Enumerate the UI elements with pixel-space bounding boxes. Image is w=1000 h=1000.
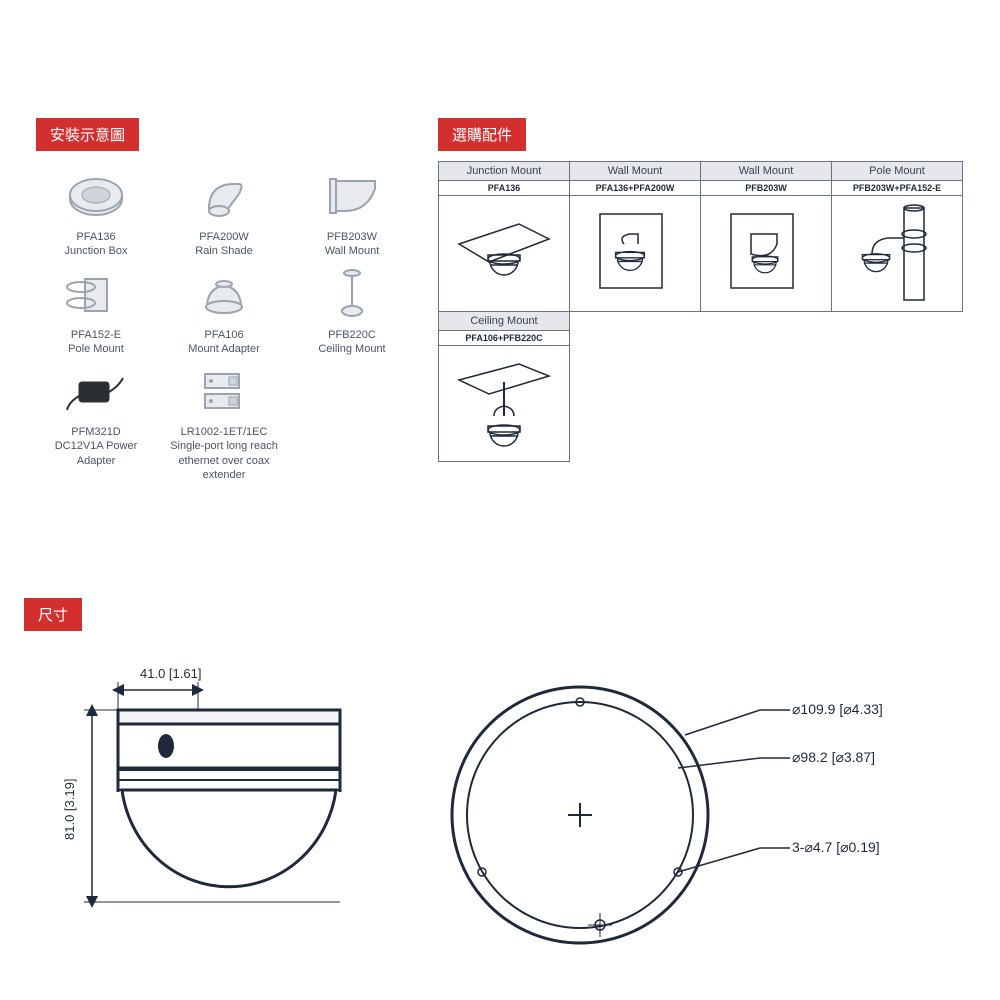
m-ceiling-icon [439,346,569,461]
mount-sub: PFA136+PFA200W [570,181,700,196]
accessories-header: 安裝示意圖 [36,118,139,151]
mount-sub: PFB203W+PFA152-E [832,181,962,196]
accessory-model: PFB203W [292,230,412,244]
m-wall1-icon [570,196,700,311]
accessory-desc: Mount Adapter [164,342,284,356]
accessory-model: PFB220C [292,328,412,342]
m-wall2-icon [701,196,831,311]
mount-sub: PFA106+PFB220C [439,331,569,346]
dimensions-header-wrap: 尺寸 [24,598,82,631]
accessory-desc: Junction Box [36,244,156,258]
pole-mount-icon [61,267,131,322]
accessories-section: 安裝示意圖 PFA136 Junction Box PFA200W Rain S… [36,118,416,482]
mounts-header: 選購配件 [438,118,526,151]
accessory-item: PFA152-E Pole Mount [36,267,156,357]
accessory-model: PFA152-E [36,328,156,342]
accessory-desc: Single-port long reach ethernet over coa… [164,439,284,482]
accessory-desc: Rain Shade [164,244,284,258]
rain-shade-icon [189,169,259,224]
accessory-item: PFB203W Wall Mount [292,169,412,259]
dim-height-label: 81.0 [3.19] [62,779,77,840]
ceiling-mount-icon [317,267,387,322]
dim-width-label: 41.0 [1.61] [140,666,201,681]
mount-adapter-icon [189,267,259,322]
mount-title: Pole Mount [832,162,962,181]
mounts-section: 選購配件 Junction Mount PFA136 Wall Mount PF… [438,118,978,462]
mount-cell: Junction Mount PFA136 [438,161,570,312]
accessory-item: PFA106 Mount Adapter [164,267,284,357]
dimensions-header: 尺寸 [24,598,82,631]
accessory-item: LR1002-1ET/1EC Single-port long reach et… [164,364,284,482]
accessory-desc: Pole Mount [36,342,156,356]
accessory-desc: Ceiling Mount [292,342,412,356]
extender-icon [189,364,259,419]
dimensions-area: 41.0 [1.61] 81.0 [3.19] [30,640,970,980]
mounts-row-1: Junction Mount PFA136 Wall Mount PFA136+… [438,161,978,312]
mounts-row-2: Ceiling Mount PFA106+PFB220C [438,311,978,462]
dim-holes-label: 3-⌀4.7 [⌀0.19] [792,839,880,855]
accessory-model: PFA106 [164,328,284,342]
mount-cell: Wall Mount PFB203W [700,161,832,312]
m-pole-icon [832,196,962,311]
wall-mount-icon [317,169,387,224]
accessory-model: PFA200W [164,230,284,244]
accessory-model: LR1002-1ET/1EC [164,425,284,439]
mount-cell: Ceiling Mount PFA106+PFB220C [438,311,570,462]
accessories-grid: PFA136 Junction Box PFA200W Rain Shade P… [36,169,416,482]
power-adapter-icon [61,364,131,419]
mount-sub: PFB203W [701,181,831,196]
accessory-desc: DC12V1A Power Adapter [36,439,156,468]
accessory-model: PFM321D [36,425,156,439]
dim-inner-label: ⌀98.2 [⌀3.87] [792,749,875,765]
side-view: 41.0 [1.61] 81.0 [3.19] [62,666,340,902]
top-view: ⌀109.9 [⌀4.33] ⌀98.2 [⌀3.87] 3-⌀4.7 [⌀0.… [452,687,883,943]
mount-title: Ceiling Mount [439,312,569,331]
accessory-desc: Wall Mount [292,244,412,258]
mount-title: Junction Mount [439,162,569,181]
dim-outer-label: ⌀109.9 [⌀4.33] [792,701,883,717]
accessory-item: PFA136 Junction Box [36,169,156,259]
mount-cell: Wall Mount PFA136+PFA200W [569,161,701,312]
accessory-item: PFM321D DC12V1A Power Adapter [36,364,156,482]
mount-sub: PFA136 [439,181,569,196]
accessory-model: PFA136 [36,230,156,244]
accessory-item: PFB220C Ceiling Mount [292,267,412,357]
mount-title: Wall Mount [701,162,831,181]
mount-cell: Pole Mount PFB203W+PFA152-E [831,161,963,312]
m-junction-icon [439,196,569,311]
accessory-item: PFA200W Rain Shade [164,169,284,259]
mount-title: Wall Mount [570,162,700,181]
dimensions-svg: 41.0 [1.61] 81.0 [3.19] [30,640,970,980]
junction-box-icon [61,169,131,224]
